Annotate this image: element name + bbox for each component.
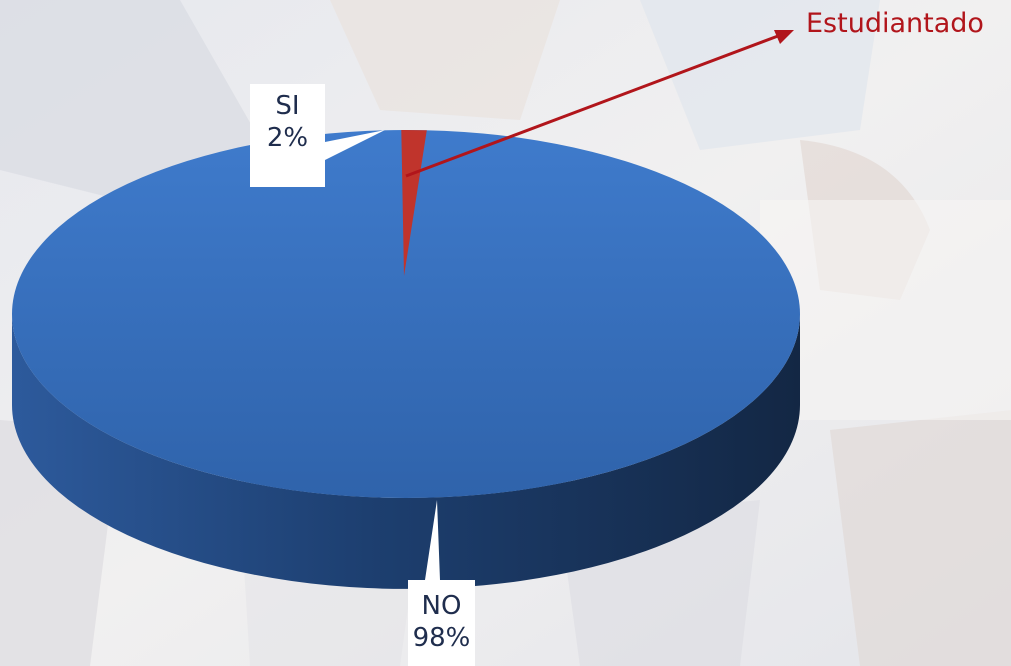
label-no-value: 98%	[412, 623, 471, 653]
annotation-arrow	[405, 34, 779, 178]
pie-side-wall	[12, 314, 800, 589]
slice-si	[401, 129, 427, 276]
label-si: SI 2%	[250, 90, 325, 154]
annotation-arrowhead	[774, 30, 794, 44]
label-no: NO 98%	[404, 590, 479, 654]
label-no-name: NO	[421, 591, 462, 621]
annotation-label: Estudiantado	[806, 8, 984, 39]
label-si-value: 2%	[266, 123, 309, 153]
slice-no	[12, 130, 800, 498]
label-si-name: SI	[275, 91, 300, 121]
callout-si-box	[250, 84, 385, 187]
callout-no-box	[408, 500, 475, 666]
